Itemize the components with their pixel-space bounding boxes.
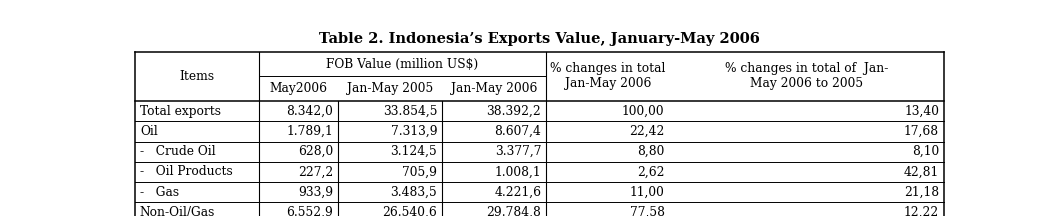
Text: 6.552,9: 6.552,9 (286, 206, 333, 216)
Text: Total exports: Total exports (140, 105, 221, 118)
Text: May2006: May2006 (269, 82, 327, 95)
Text: 22,42: 22,42 (629, 125, 664, 138)
Text: 227,2: 227,2 (298, 165, 333, 178)
Text: 100,00: 100,00 (623, 105, 664, 118)
Text: Items: Items (179, 70, 215, 83)
Text: Jan-May 2006: Jan-May 2006 (451, 82, 538, 95)
Text: 12,22: 12,22 (903, 206, 939, 216)
Text: 17,68: 17,68 (904, 125, 939, 138)
Text: Non-Oil/Gas: Non-Oil/Gas (140, 206, 215, 216)
Text: 3.483,5: 3.483,5 (391, 186, 437, 199)
Text: 11,00: 11,00 (630, 186, 664, 199)
Text: 8,10: 8,10 (912, 145, 939, 158)
Text: % changes in total
Jan-May 2006: % changes in total Jan-May 2006 (550, 62, 665, 90)
Text: 8.607,4: 8.607,4 (495, 125, 541, 138)
Text: -   Gas: - Gas (140, 186, 179, 199)
Text: 1.789,1: 1.789,1 (286, 125, 333, 138)
Text: 26.540,6: 26.540,6 (383, 206, 437, 216)
Text: 3.377,7: 3.377,7 (495, 145, 541, 158)
Text: -   Crude Oil: - Crude Oil (140, 145, 216, 158)
Text: Jan-May 2005: Jan-May 2005 (347, 82, 433, 95)
Text: 13,40: 13,40 (904, 105, 939, 118)
Text: -   Oil Products: - Oil Products (140, 165, 233, 178)
Text: 7.313,9: 7.313,9 (391, 125, 437, 138)
Text: 77,58: 77,58 (630, 206, 664, 216)
Text: 8.342,0: 8.342,0 (286, 105, 333, 118)
Text: Table 2. Indonesia’s Exports Value, January-May 2006: Table 2. Indonesia’s Exports Value, Janu… (319, 32, 760, 46)
Text: 21,18: 21,18 (904, 186, 939, 199)
Text: % changes in total of  Jan-
May 2006 to 2005: % changes in total of Jan- May 2006 to 2… (725, 62, 889, 90)
Text: 4.221,6: 4.221,6 (495, 186, 541, 199)
Text: Oil: Oil (140, 125, 157, 138)
Text: 42,81: 42,81 (903, 165, 939, 178)
Text: 2,62: 2,62 (637, 165, 664, 178)
Text: 3.124,5: 3.124,5 (391, 145, 437, 158)
Text: 33.854,5: 33.854,5 (383, 105, 437, 118)
Text: 933,9: 933,9 (298, 186, 333, 199)
Text: 1.008,1: 1.008,1 (495, 165, 541, 178)
Text: 38.392,2: 38.392,2 (486, 105, 541, 118)
Text: 628,0: 628,0 (298, 145, 333, 158)
Text: 8,80: 8,80 (637, 145, 664, 158)
Text: 705,9: 705,9 (402, 165, 437, 178)
Text: FOB Value (million US$): FOB Value (million US$) (326, 57, 478, 70)
Text: 29.784,8: 29.784,8 (486, 206, 541, 216)
